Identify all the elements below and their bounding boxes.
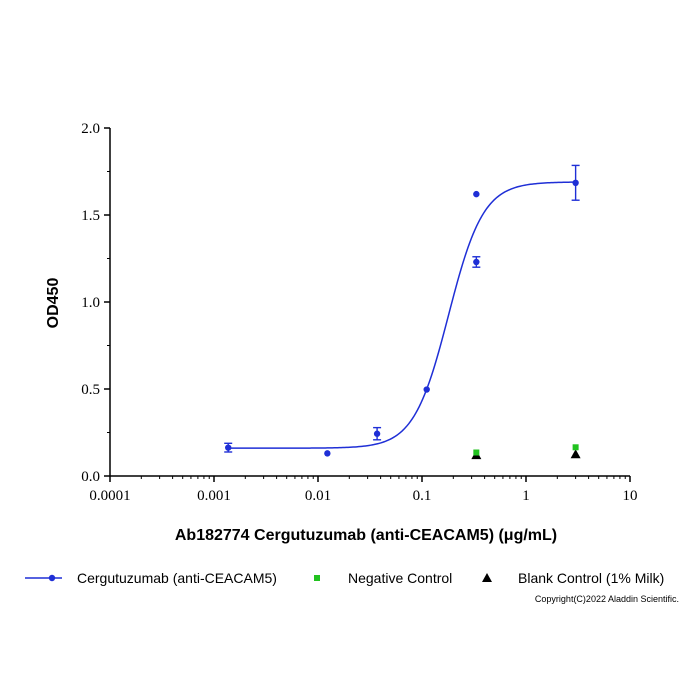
data-point-circle-6 bbox=[572, 179, 579, 187]
data-point-square-1 bbox=[572, 444, 579, 451]
copyright-text: Copyright(C)2022 Aladdin Scientific. bbox=[535, 594, 679, 604]
data-point-circle-2 bbox=[373, 430, 381, 437]
data-points-layer bbox=[224, 164, 581, 460]
y-tick-label-0: 0.0 bbox=[81, 469, 100, 485]
data-point-circle-5 bbox=[473, 258, 480, 266]
x-tick-label-3: 0.1 bbox=[413, 488, 432, 504]
data-point-circle-1 bbox=[324, 450, 331, 457]
x-tick-label-5: 10 bbox=[623, 488, 638, 504]
x-tick-label-1: 0.001 bbox=[197, 488, 231, 504]
legend-marker-2 bbox=[482, 573, 492, 582]
x-tick-label-2: 0.01 bbox=[305, 488, 331, 504]
y-tick-label-2: 1.0 bbox=[81, 295, 100, 311]
axes: 0.0 0.5 1.0 1.5 2.0 0.0001 0.001 0.01 0.1 1 10 bbox=[81, 121, 637, 504]
x-tick-label-4: 1 bbox=[522, 488, 530, 504]
data-point-circle-4 bbox=[473, 190, 480, 198]
data-point-circle-3 bbox=[423, 386, 430, 393]
data-point-triangle-1 bbox=[570, 449, 581, 459]
legend: Cergutuzumab (anti-CEACAM5) Negative Cont… bbox=[25, 570, 664, 586]
data-point-square-0 bbox=[473, 449, 480, 456]
fit-curve bbox=[228, 181, 576, 449]
data-point-circle-0 bbox=[225, 444, 232, 451]
x-tick-label-0: 0.0001 bbox=[89, 488, 130, 504]
x-axis-title: Ab182774 Cergutuzumab (anti-CEACAM5) (μg… bbox=[175, 527, 557, 544]
y-tick-label-3: 1.5 bbox=[81, 208, 100, 224]
y-axis-title: OD450 bbox=[45, 278, 62, 329]
legend-marker-0 bbox=[48, 574, 56, 582]
y-tick-label-1: 0.5 bbox=[81, 382, 100, 398]
fit-curve-layer bbox=[228, 181, 576, 449]
legend-label-2: Blank Control (1% Milk) bbox=[518, 570, 664, 586]
y-tick-label-4: 2.0 bbox=[81, 121, 100, 137]
legend-label-1: Negative Control bbox=[348, 570, 452, 586]
legend-label-0: Cergutuzumab (anti-CEACAM5) bbox=[77, 570, 277, 586]
legend-marker-1 bbox=[314, 575, 320, 581]
